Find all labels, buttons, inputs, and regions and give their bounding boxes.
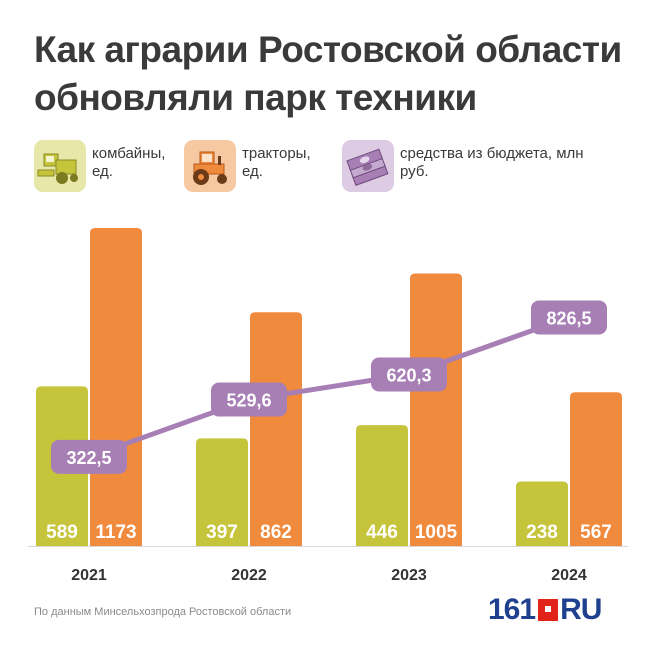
line-value-label: 322,5 [66,448,111,468]
bar-value-label: 1173 [95,522,136,543]
x-tick-label: 2023 [391,567,427,584]
bar-value-label: 567 [580,522,612,543]
x-tick-label: 2021 [71,567,107,584]
bar-value-label: 862 [260,522,292,543]
combine-harvester-icon [34,140,86,192]
logo-suffix: RU [560,593,602,626]
legend-label-combines: комбайны, ед. [92,145,166,180]
line-point-badge [211,382,287,417]
series-line-budget [86,314,572,460]
bar-value-label: 238 [526,522,558,543]
logo-square-icon [538,599,559,621]
line-point-badge [51,439,127,474]
source-note: По данным Минсельхозпрода Ростовской обл… [34,606,292,618]
bar-value-label: 589 [46,522,78,543]
bar-combines [356,425,408,546]
bar-tractors [410,273,462,546]
bar-value-label: 1005 [415,522,458,543]
tractor-icon [184,140,236,192]
bar-combines [196,438,248,546]
bar-tractors [250,312,302,546]
line-value-label: 826,5 [546,308,591,328]
legend-item-budget: средства из бюджета, млн руб. [342,140,600,192]
brand-logo: 161 RU [488,593,602,626]
bar-value-label: 397 [206,522,238,543]
money-stack-icon [342,140,394,192]
legend-item-combines: комбайны, ед. [34,140,172,192]
bar-tractors [90,228,142,546]
legend-label-budget: средства из бюджета, млн руб. [400,145,584,180]
bar-value-label: 446 [366,522,398,543]
bar-tractors [570,392,622,546]
logo-number: 161 [488,593,536,626]
line-point-badge [371,357,447,392]
bar-combines [516,481,568,546]
x-tick-label: 2024 [551,567,587,584]
legend-item-tractors: тракторы, ед. [184,140,322,192]
line-point-badge [531,300,607,335]
chart-plot-area: 589 1173 2021 397 862 2022 446 1005 2023 238 567 20… [28,228,628,584]
line-value-label: 620,3 [386,365,431,385]
line-value-label: 529,6 [226,391,271,411]
x-tick-label: 2022 [231,567,267,584]
legend-label-tractors: тракторы, ед. [242,145,311,180]
chart-title: Как аграрии Ростовской области обновляли… [34,29,622,118]
